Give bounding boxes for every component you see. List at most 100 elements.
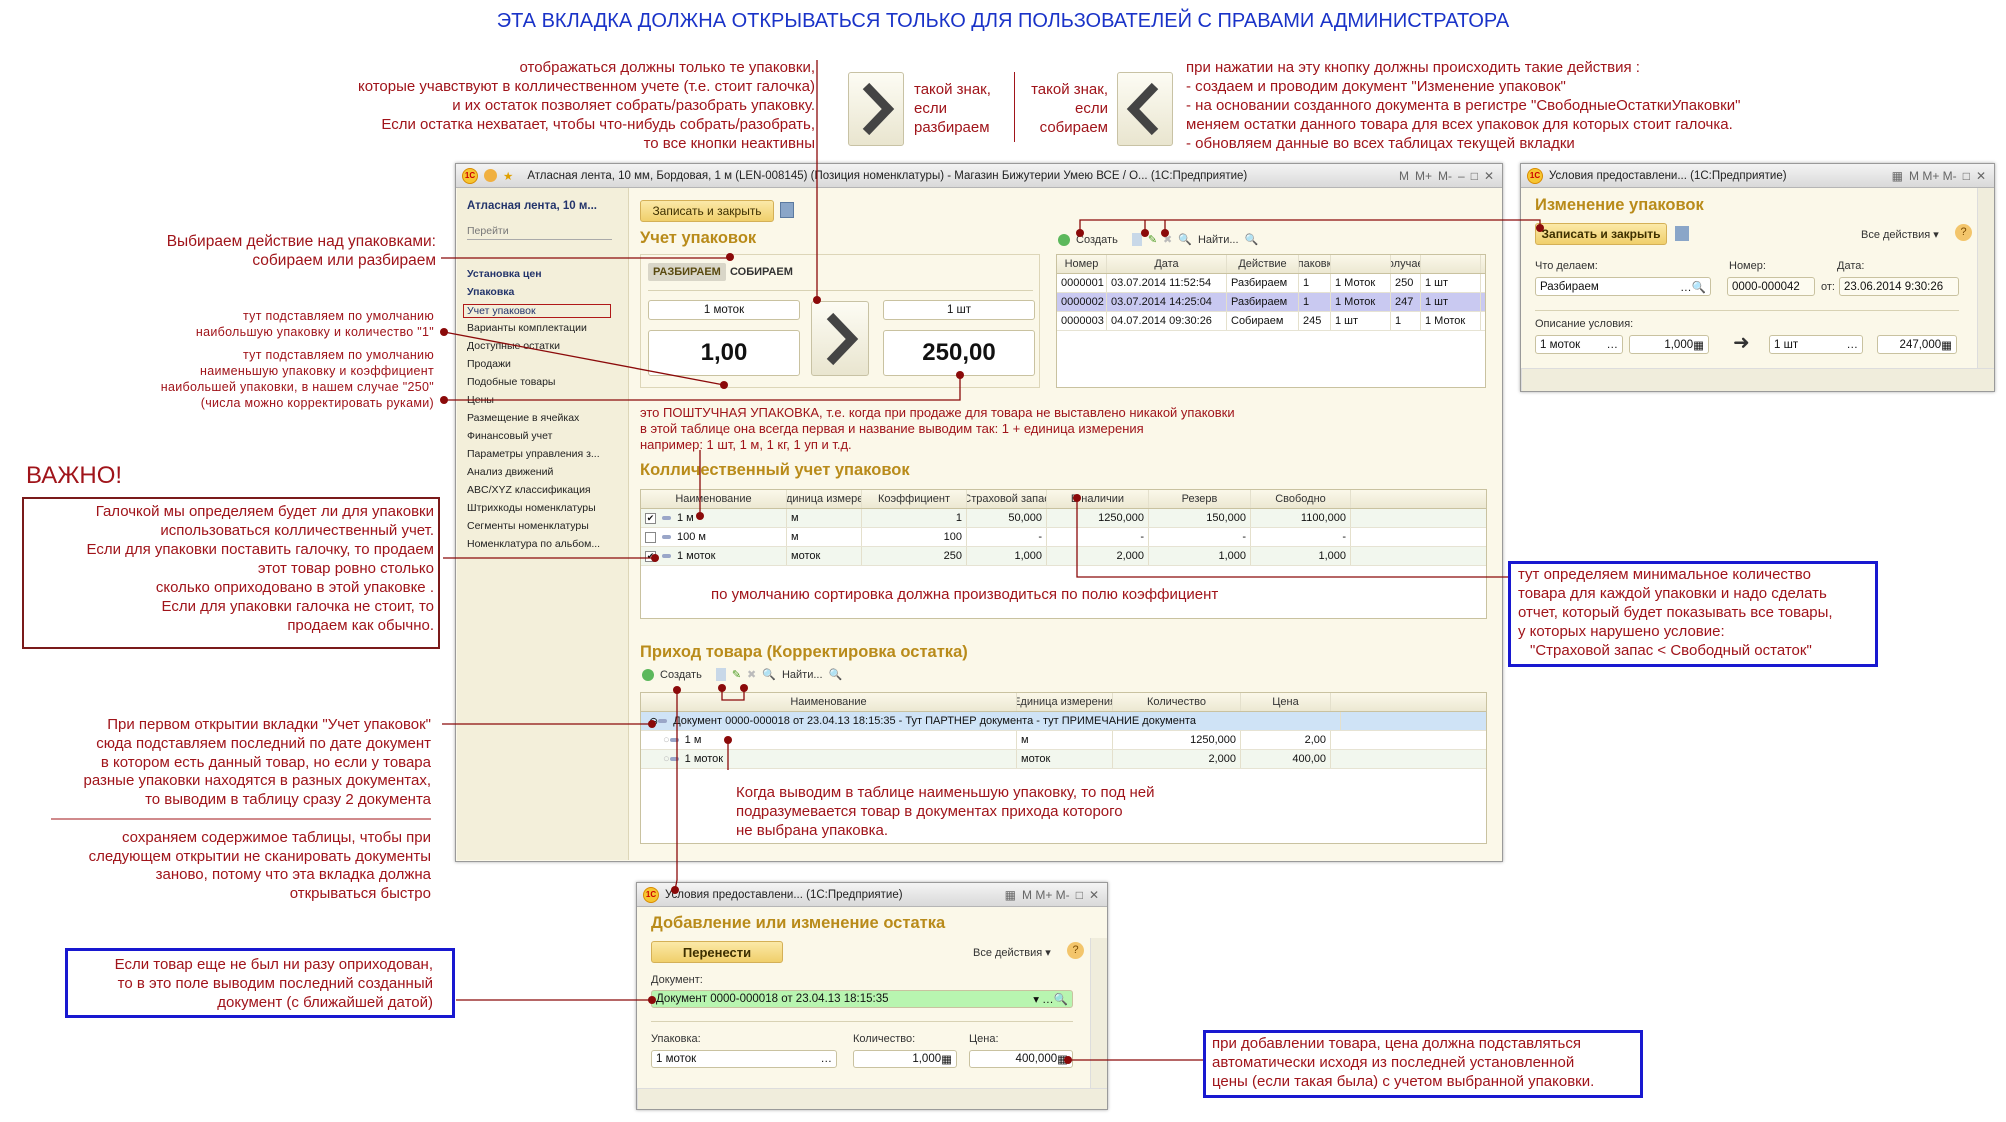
checkbox[interactable] [645,531,656,543]
find-button[interactable]: Найти... [1197,233,1239,246]
column-header[interactable]: Дата [1107,255,1227,273]
close-button[interactable]: ✕ [1975,168,1986,183]
horizontal-scrollbar[interactable] [637,1088,1107,1109]
minimize-button[interactable]: – [1458,168,1465,183]
side-item[interactable]: Сегменты номенклатуры [467,520,589,532]
column-header[interactable]: Свободно [1251,490,1351,508]
maximize-button[interactable]: □ [1075,887,1083,902]
table-row[interactable]: 0000001 03.07.2014 11:52:54 Разбираем 1 1 Мо… [1057,274,1485,293]
radio-icon[interactable]: ○ [663,734,670,746]
close-button[interactable]: ✕ [1483,168,1494,183]
menu-icon[interactable] [484,169,497,182]
date-field[interactable]: 23.06.2014 9:30:26 [1839,277,1959,296]
column-header[interactable]: Резерв [1149,490,1251,508]
side-item[interactable]: Анализ движений [467,466,554,478]
side-item[interactable]: Упаковка [467,286,515,298]
table-row[interactable]: 0000002 03.07.2014 14:25:04 Разбираем 1 1 Мо… [1057,293,1485,312]
column-header[interactable]: Единица измерения [1017,693,1113,711]
copy-icon[interactable] [715,668,726,681]
column-header[interactable]: В наличии [1047,490,1149,508]
side-item[interactable]: Варианты комплектации [467,322,587,334]
doc-field[interactable]: Документ 0000-000018 от 23.04.13 18:15:3… [651,990,1073,1008]
column-header[interactable]: Единица измерен [787,490,862,508]
column-header[interactable]: Упаковка [1299,255,1331,273]
table-row[interactable]: ✔ 1 моток моток 250 1,000 2,000 1,000 1,000 [641,547,1486,566]
favorite-star-icon[interactable]: ★ [503,170,514,183]
all-actions-menu[interactable]: Все действия ▾ [973,947,1051,959]
side-item[interactable]: Подобные товары [467,376,556,388]
create-button[interactable]: Создать [1076,233,1118,246]
vertical-scrollbar[interactable] [1090,938,1107,1088]
calculator-icon[interactable]: ▦ [1891,168,1904,183]
from-pack-field[interactable]: 1 моток… [1535,335,1623,354]
delete-icon[interactable]: ✖ [1163,234,1173,246]
cancel-search-icon[interactable]: 🔍 [828,669,843,681]
calculator-icon[interactable]: ▦ [1004,887,1017,902]
side-item[interactable]: Учет упаковок [463,304,611,318]
side-item[interactable]: Продажи [467,358,511,370]
side-item[interactable]: Штрихкоды номенклатуры [467,502,596,514]
from-pack-field[interactable]: 1 моток [648,300,800,320]
memory-button[interactable]: M [1398,168,1409,183]
from-qty-field[interactable]: 1,000 ▦ [1629,335,1709,354]
qty-field[interactable]: 1,000 ▦ [853,1050,957,1068]
to-pack-field[interactable]: 1 шт… [1769,335,1863,354]
side-item[interactable]: Цены [467,394,494,406]
column-header[interactable]: Страховой запас [967,490,1047,508]
column-header[interactable]: Действие [1227,255,1299,273]
maximize-button[interactable]: □ [1962,168,1970,183]
price-field[interactable]: 400,000 ▦ [969,1050,1073,1068]
find-button[interactable]: Найти... [781,668,823,681]
column-header[interactable] [1331,255,1391,273]
column-header[interactable]: Получаем [1391,255,1421,273]
all-actions-menu[interactable]: Все действия ▾ [1861,229,1939,241]
edit-icon[interactable]: ✎ [1147,234,1158,246]
column-header[interactable]: Коэффициент [862,490,967,508]
side-item[interactable]: Параметры управления з... [467,448,600,460]
column-header[interactable]: Количество [1113,693,1241,711]
collapse-icon[interactable]: ⊖ [649,715,659,728]
save-close-button[interactable]: Записать и закрыть [640,200,774,222]
help-icon[interactable]: ? [1067,942,1084,959]
document-row[interactable]: ⊖ Документ 0000-000018 от 23.04.13 18:15… [641,712,1486,731]
cancel-search-icon[interactable]: 🔍 [1244,234,1259,246]
memory-plus-button[interactable]: M+ [1414,168,1432,183]
close-button[interactable]: ✕ [1088,887,1099,902]
help-icon[interactable]: ? [1955,224,1972,241]
to-pack-field[interactable]: 1 шт [883,300,1035,320]
column-header[interactable]: Номер [1057,255,1107,273]
checkbox[interactable]: ✔ [645,550,656,562]
side-item[interactable]: Размещение в ячейках [467,412,580,424]
checkbox[interactable]: ✔ [645,512,656,524]
create-button[interactable]: Создать [660,668,702,681]
table-row[interactable]: ○ 1 моток моток 2,000 400,00 [641,750,1486,769]
memory-minus-button[interactable]: M- [1438,168,1452,183]
what-field[interactable]: Разбираем …🔍 [1535,277,1711,296]
save-close-button[interactable]: Записать и закрыть [1535,223,1667,245]
table-row[interactable]: ✔ 1 м м 1 50,000 1250,000 150,000 1100,000 [641,509,1486,528]
table-row[interactable]: 100 м м 100 - - - - [641,528,1486,547]
to-qty-field[interactable]: 247,000 ▦ [1877,335,1957,354]
maximize-button[interactable]: □ [1470,168,1478,183]
tab-disassemble[interactable]: РАЗБИРАЕМ [648,263,726,281]
column-header[interactable]: Наименование [641,693,1017,711]
table-row[interactable]: 0000003 04.07.2014 09:30:26 Собираем 245 1 ш… [1057,312,1485,331]
radio-icon[interactable]: ○ [663,753,670,765]
column-header[interactable] [1421,255,1481,273]
goto-link[interactable]: Перейти [467,225,612,240]
transfer-button[interactable]: Перенести [651,941,783,963]
side-item[interactable]: ABC/XYZ классификация [467,484,591,496]
side-item[interactable]: Номенклатура по альбом... [467,538,601,550]
to-qty-field[interactable]: 250,00 [883,330,1035,376]
convert-button[interactable] [811,301,869,376]
copy-icon[interactable] [1131,233,1142,246]
side-item[interactable]: Финансовый учет [467,430,553,442]
vertical-scrollbar[interactable] [1977,188,1994,368]
number-field[interactable]: 0000-000042 [1727,277,1815,296]
horizontal-scrollbar[interactable] [1521,368,1994,391]
column-header[interactable]: Наименование [641,490,787,508]
column-header[interactable]: Цена [1241,693,1331,711]
from-qty-field[interactable]: 1,00 [648,330,800,376]
side-item[interactable]: Доступные остатки [467,340,560,352]
table-row[interactable]: ○ 1 м м 1250,000 2,00 [641,731,1486,750]
